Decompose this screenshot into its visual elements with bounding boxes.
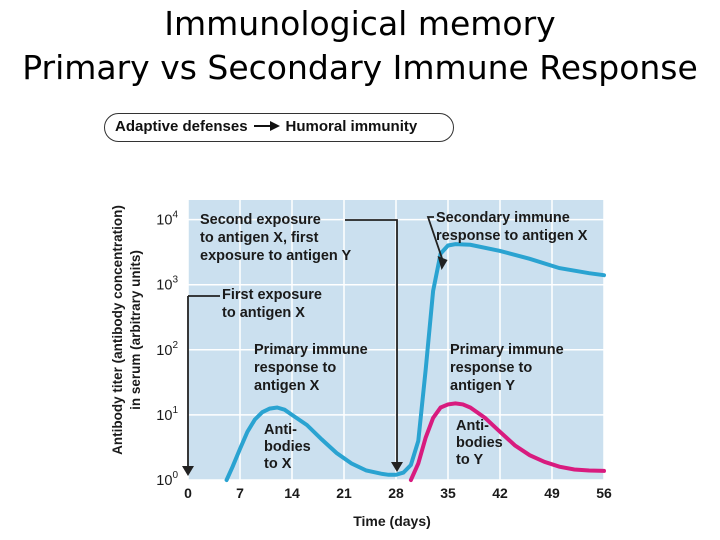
annotation-primary-y: Primary immune bbox=[450, 342, 564, 358]
annotation-primary-x: Primary immune bbox=[254, 342, 368, 358]
x-tick-label: 49 bbox=[544, 485, 560, 501]
y-tick-label: 100 bbox=[156, 470, 178, 489]
annotation-secondary-response: response to antigen X bbox=[436, 228, 588, 244]
annotation-antibodies-x: to X bbox=[264, 456, 292, 472]
annotation-antibodies-x: Anti- bbox=[264, 422, 297, 438]
annotation-pointers bbox=[182, 216, 448, 476]
series-antigen-y bbox=[408, 401, 606, 482]
y-tick-label: 104 bbox=[156, 210, 178, 229]
annotation-secondary-response: Secondary immune bbox=[436, 210, 570, 226]
y-tick-label: 103 bbox=[156, 275, 178, 294]
y-tick-label: 101 bbox=[156, 405, 178, 424]
y-axis-label-line1: Antibody titer (antibody concentration) bbox=[110, 205, 125, 455]
pointer-second-exposure bbox=[345, 219, 398, 464]
breadcrumb-right: Humoral immunity bbox=[285, 118, 418, 135]
x-tick-label: 14 bbox=[284, 485, 300, 501]
annotation-second-exposure: Second exposure bbox=[200, 212, 321, 228]
annotation-antibodies-y: Anti- bbox=[456, 418, 489, 434]
arrowhead-secondary-response bbox=[437, 256, 448, 270]
annotation-first-exposure: to antigen X bbox=[222, 305, 305, 321]
annotation-first-exposure: First exposure bbox=[222, 287, 322, 303]
breadcrumb-pill: Adaptive defenses Humoral immunity bbox=[104, 113, 454, 142]
arrowhead-first-exposure bbox=[182, 466, 194, 476]
y-axis-label: Antibody titer (antibody concentration) … bbox=[110, 205, 143, 455]
annotation-primary-x: response to bbox=[254, 360, 336, 376]
series-antigen-x bbox=[224, 242, 606, 482]
x-axis-label: Time (days) bbox=[353, 513, 431, 529]
x-tick-label: 42 bbox=[492, 485, 508, 501]
x-tick-labels: 0 7 14 21 28 35 42 49 56 bbox=[184, 485, 612, 501]
arrowhead-second-exposure bbox=[391, 462, 403, 472]
annotation-antibodies-y: bodies bbox=[456, 435, 503, 451]
breadcrumb-left: Adaptive defenses bbox=[115, 118, 248, 135]
x-tick-label: 0 bbox=[184, 485, 192, 501]
right-arrow-icon bbox=[253, 114, 280, 140]
page-title-line1: Immunological memory bbox=[164, 4, 556, 43]
annotation-second-exposure: to antigen X, first bbox=[200, 230, 319, 246]
page-title-line2: Primary vs Secondary Immune Response bbox=[22, 48, 698, 87]
annotations: Second exposure to antigen X, first exposu… bbox=[200, 210, 588, 472]
x-tick-label: 35 bbox=[440, 485, 456, 501]
annotation-antibodies-y: to Y bbox=[456, 452, 483, 468]
annotation-primary-y: response to bbox=[450, 360, 532, 376]
annotation-second-exposure: exposure to antigen Y bbox=[200, 248, 352, 264]
chart: Antibody titer (antibody concentration) … bbox=[110, 200, 612, 529]
annotation-primary-y: antigen Y bbox=[450, 378, 515, 394]
x-tick-label: 28 bbox=[388, 485, 404, 501]
x-tick-label: 7 bbox=[236, 485, 244, 501]
y-axis-label-line2: in serum (arbitrary units) bbox=[128, 250, 143, 410]
pointer-secondary-response bbox=[426, 216, 444, 261]
x-tick-label: 56 bbox=[596, 485, 612, 501]
x-tick-label: 21 bbox=[336, 485, 352, 501]
y-tick-label: 102 bbox=[156, 340, 178, 359]
y-tick-labels: 100 101 102 103 104 bbox=[156, 210, 178, 489]
annotation-antibodies-x: bodies bbox=[264, 439, 311, 455]
annotation-primary-x: antigen X bbox=[254, 378, 320, 394]
